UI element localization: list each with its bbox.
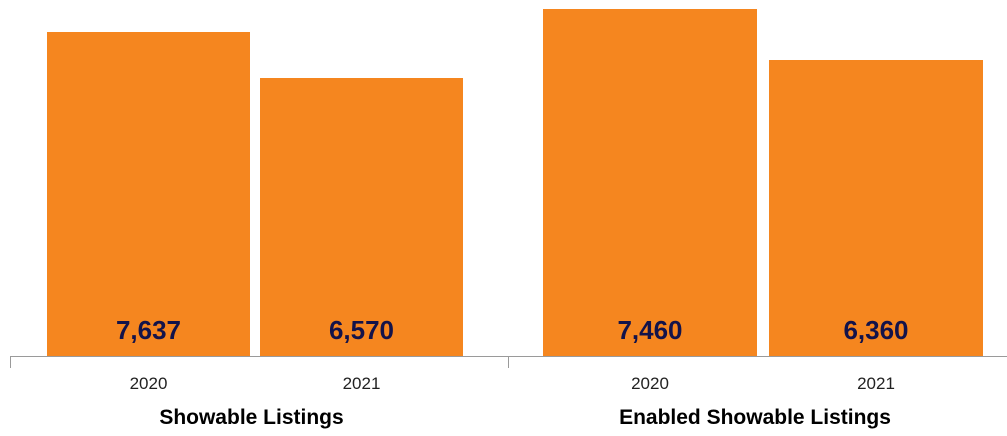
- chart-panel-enabled-showable-listings: Enabled Showable Listings 7,460 2020 6,360…: [503, 0, 1007, 436]
- bar-value-label: 7,637: [115, 315, 182, 345]
- bar-2021: [260, 77, 463, 356]
- x-tick-label: 2020: [631, 374, 669, 393]
- x-axis-tick: [10, 356, 11, 368]
- x-tick-label: 2020: [129, 374, 168, 393]
- bar-2020: [543, 9, 757, 356]
- bar-2021: [769, 60, 983, 356]
- x-axis-line: [10, 356, 503, 357]
- x-tick-label: 2021: [857, 374, 895, 393]
- bar-value-label: 6,360: [843, 315, 909, 345]
- x-axis-tick: [508, 356, 509, 368]
- x-tick-label: 2021: [342, 374, 381, 393]
- chart-panel-showable-listings: Showable Listings 7,637 2020 6,570 2021: [0, 0, 503, 436]
- chart-title: Enabled Showable Listings: [619, 406, 891, 429]
- bar-value-label: 6,570: [328, 315, 395, 345]
- bar-value-label: 7,460: [617, 315, 683, 345]
- x-axis-line: [503, 356, 1007, 357]
- chart-title: Showable Listings: [159, 406, 344, 429]
- bar-2020: [47, 32, 250, 356]
